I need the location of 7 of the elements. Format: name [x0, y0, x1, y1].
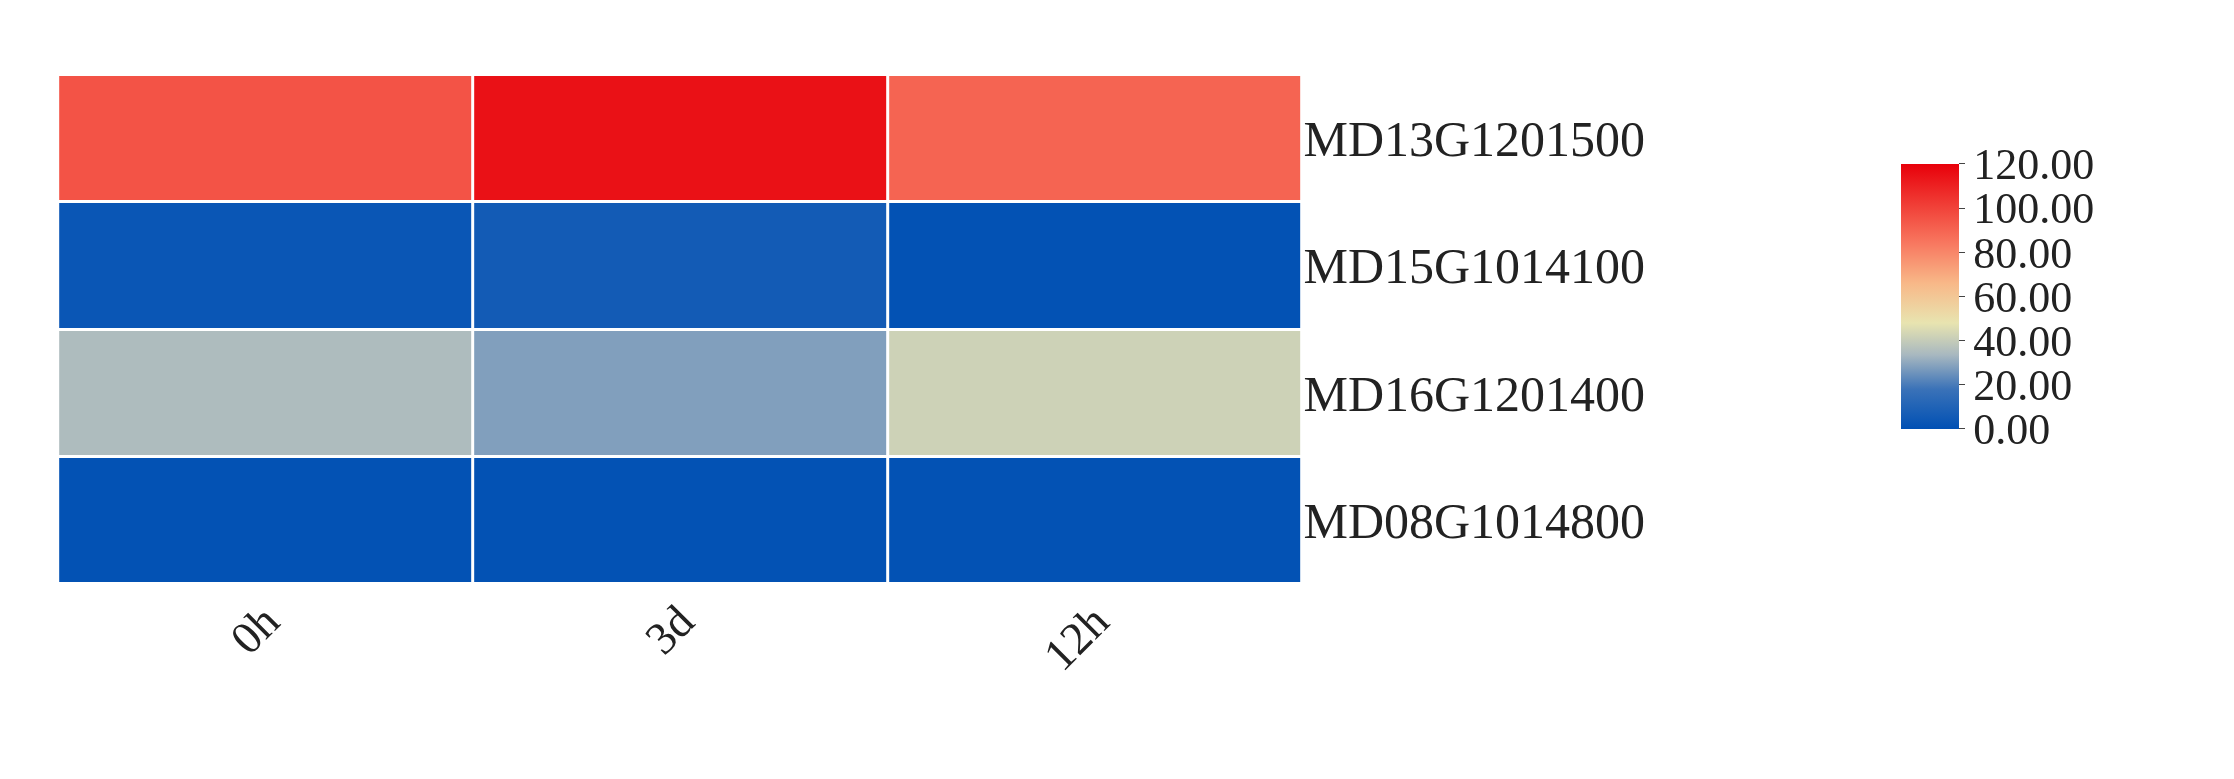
y-tick-label: MD13G1201500 [1303, 111, 1646, 168]
x-tick-label: 12h [1033, 595, 1119, 681]
x-tick-label: 3d [635, 595, 704, 664]
y-tick-label: MD15G1014100 [1303, 238, 1646, 295]
x-tick-label: 0h [220, 595, 289, 664]
y-tick-label: MD08G1014800 [1303, 492, 1646, 549]
y-tick-label: MD16G1201400 [1303, 365, 1646, 422]
